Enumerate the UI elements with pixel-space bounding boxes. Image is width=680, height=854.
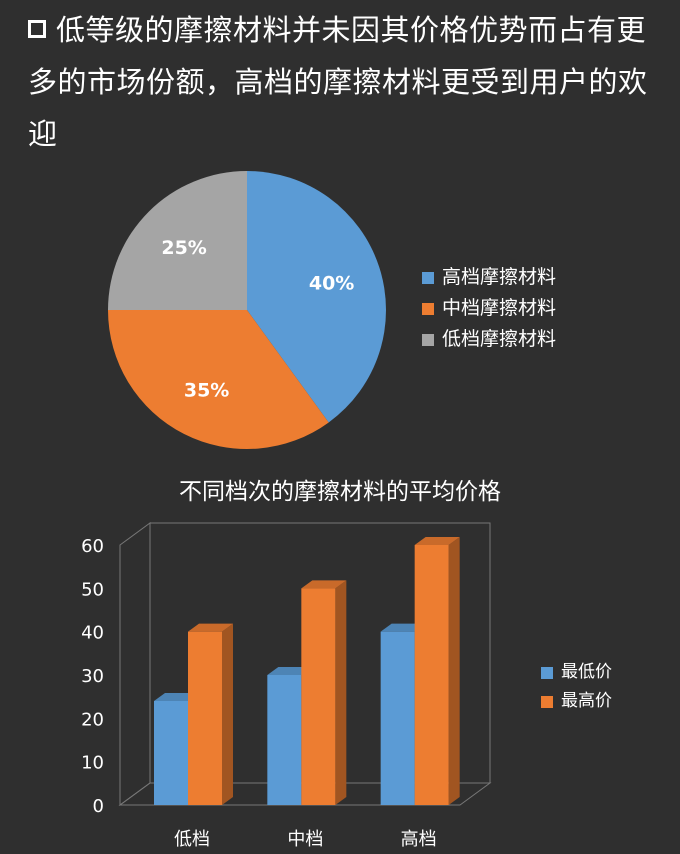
pie-legend-item-mid: 中档摩擦材料 [422, 293, 556, 324]
x-tick-label-0: 低档 [174, 829, 210, 850]
pie-slice-label-2: 25% [161, 237, 206, 259]
pie-legend-label-low: 低档摩擦材料 [442, 328, 557, 350]
pie-legend-swatch-high [422, 271, 434, 284]
headline: 低等级的摩擦材料并未因其价格优势而占有更多的市场份额，高档的摩擦材料更受到用户的… [28, 4, 668, 160]
headline-text: 低等级的摩擦材料并未因其价格优势而占有更多的市场份额，高档的摩擦材料更受到用户的… [28, 13, 648, 151]
pie-slice-label-1: 35% [184, 379, 229, 401]
bar-top-2-0 [380, 623, 426, 632]
bar-chart-title: 不同档次的摩擦材料的平均价格 [179, 479, 501, 505]
pie-legend-label-mid: 中档摩擦材料 [442, 297, 557, 319]
bar-legend-swatch-min [541, 666, 553, 679]
bar-chart: 0 10 20 30 40 50 60 低档 中档 高档 [81, 522, 492, 850]
pie-legend: 高档摩擦材料 中档摩擦材料 低档摩擦材料 [422, 262, 556, 355]
bar-1-0 [267, 675, 302, 805]
pie-legend-item-high: 高档摩擦材料 [422, 262, 556, 293]
bar-legend-swatch-max [541, 695, 553, 708]
bar-side-1-1 [335, 580, 347, 805]
bar-1-1 [301, 588, 336, 805]
bar-0-0 [154, 701, 188, 805]
pie-legend-swatch-mid [422, 302, 434, 315]
bar-2-1 [414, 545, 449, 805]
bar-legend-label-max: 最高价 [561, 691, 612, 711]
y-tick-label-1: 10 [81, 753, 104, 774]
y-tick-label-6: 60 [81, 536, 104, 557]
bar-0-1 [188, 631, 222, 805]
pie-chart: 40% 35% 25% [108, 171, 386, 450]
x-tick-label-1: 中档 [287, 829, 323, 850]
bar-2-0 [380, 631, 415, 805]
bar-legend-item-max: 最高价 [541, 687, 612, 716]
bar-top-0-1 [188, 623, 233, 632]
bar-side-0-1 [222, 623, 233, 805]
bar-legend-item-min: 最低价 [541, 658, 612, 687]
bar-legend: 最低价 最高价 [541, 658, 612, 716]
y-tick-label-2: 20 [81, 709, 104, 730]
plot-side-wall [119, 522, 151, 806]
pie-slice-2 [108, 171, 247, 310]
y-tick-label-0: 0 [93, 796, 104, 817]
y-tick-label-3: 30 [81, 666, 104, 687]
bar-top-0-0 [154, 693, 199, 701]
y-tick-label-4: 40 [81, 623, 104, 644]
bar-top-1-1 [301, 580, 347, 589]
pie-legend-item-low: 低档摩擦材料 [422, 324, 556, 355]
square-bullet-icon [28, 20, 46, 38]
bar-side-2-1 [448, 537, 460, 805]
bar-legend-label-min: 最低价 [561, 662, 612, 682]
y-tick-label-5: 50 [81, 579, 104, 600]
pie-slice-1 [108, 310, 329, 450]
pie-slice-0 [247, 171, 386, 423]
pie-legend-swatch-low [422, 333, 434, 346]
pie-slice-label-0: 40% [309, 273, 354, 295]
bar-top-1-0 [267, 667, 313, 675]
pie-legend-label-high: 高档摩擦材料 [442, 266, 557, 288]
x-tick-label-2: 高档 [401, 829, 437, 850]
bar-top-2-1 [414, 537, 460, 545]
